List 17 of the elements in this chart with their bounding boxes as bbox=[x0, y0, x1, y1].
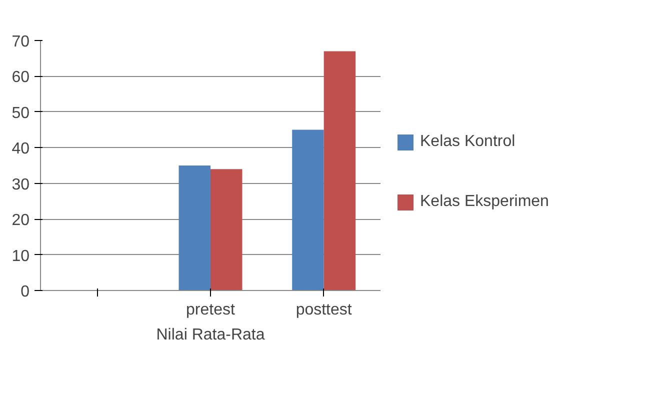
bar bbox=[210, 169, 242, 290]
x-tick-label: posttest bbox=[296, 302, 352, 318]
y-tick-label: 20 bbox=[12, 212, 30, 230]
y-tick-label: 10 bbox=[12, 248, 30, 265]
y-tick-label: 50 bbox=[12, 104, 30, 122]
x-tick-label: pretest bbox=[186, 302, 236, 318]
bar bbox=[292, 130, 324, 290]
legend-label: Kelas Eksperimen bbox=[420, 193, 549, 211]
bar bbox=[324, 51, 356, 290]
y-tick-label: 40 bbox=[12, 140, 30, 158]
legend-label: Kelas Kontrol bbox=[420, 133, 516, 151]
x-axis-title: Nilai Rata-Rata bbox=[156, 326, 265, 344]
y-tick-label: 0 bbox=[20, 284, 30, 300]
y-tick-label: 70 bbox=[12, 34, 30, 50]
y-tick-label: 60 bbox=[12, 69, 30, 86]
y-tick-label: 30 bbox=[12, 176, 30, 194]
bar bbox=[178, 166, 210, 290]
